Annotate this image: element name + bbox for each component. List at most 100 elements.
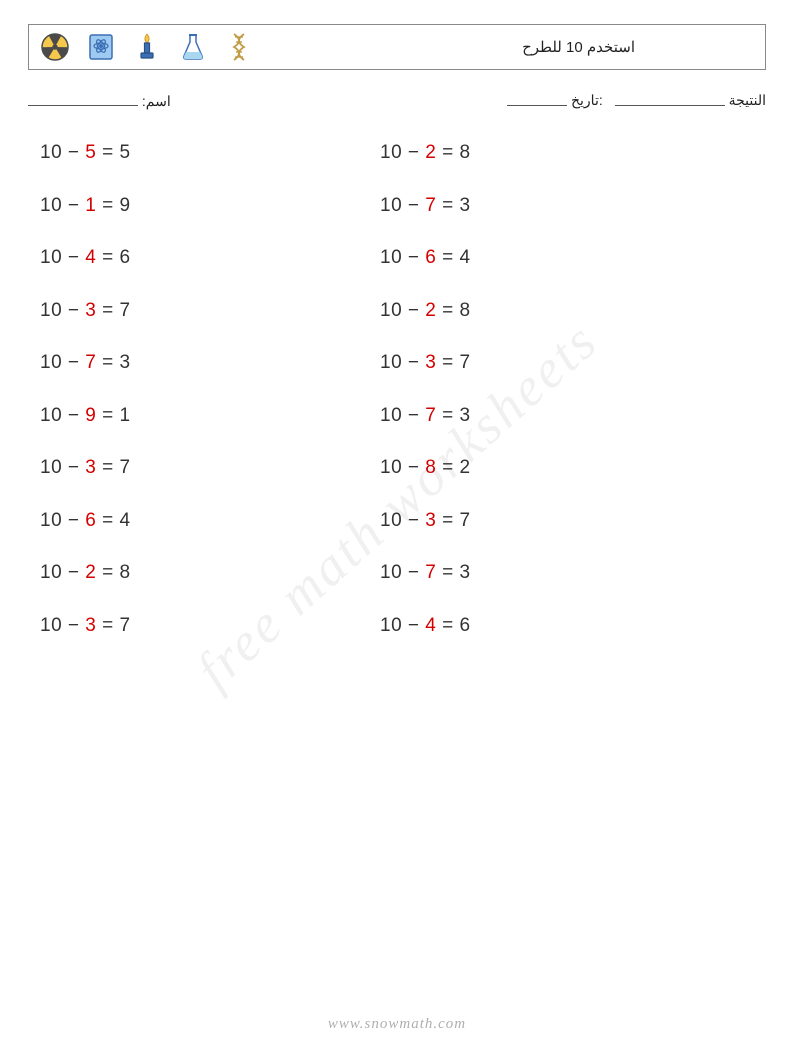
minuend: 10	[40, 457, 62, 478]
minuend: 10	[40, 247, 62, 268]
worksheet-title: استخدم 10 للطرح	[522, 38, 755, 56]
subtrahend: 6	[425, 247, 436, 268]
answer: 3	[460, 405, 471, 426]
minuend: 10	[380, 247, 402, 268]
minuend: 10	[380, 510, 402, 531]
problem-row: 10 − 8 = 2	[368, 457, 708, 479]
minuend: 10	[40, 405, 62, 426]
problem-row: 10 − 9 = 1	[28, 405, 368, 427]
minuend: 10	[380, 405, 402, 426]
score-blank	[615, 92, 725, 106]
score-label: النتيجة	[729, 92, 766, 110]
problem-row: 10 − 2 = 8	[368, 300, 708, 322]
name-blank	[28, 92, 138, 106]
problem-row: 10 − 2 = 8	[28, 562, 368, 584]
subtrahend: 8	[425, 457, 436, 478]
answer: 8	[120, 562, 131, 583]
minuend: 10	[40, 300, 62, 321]
score-date-field: النتيجة :تاريخ	[507, 92, 766, 110]
problem-row: 10 − 4 = 6	[368, 615, 708, 637]
problem-row: 10 − 3 = 7	[28, 300, 368, 322]
answer: 7	[120, 300, 131, 321]
subtrahend: 7	[85, 352, 96, 373]
answer: 5	[120, 142, 131, 163]
answer: 1	[120, 405, 131, 426]
minuend: 10	[380, 457, 402, 478]
header-box: استخدم 10 للطرح	[28, 24, 766, 70]
subtrahend: 4	[425, 615, 436, 636]
subtrahend: 3	[85, 457, 96, 478]
problem-row: 10 − 4 = 6	[28, 247, 368, 269]
footer-link: www.snowmath.com	[0, 1016, 794, 1033]
atom-book-icon	[85, 31, 117, 63]
flask-icon	[177, 31, 209, 63]
subtrahend: 2	[425, 142, 436, 163]
answer: 6	[120, 247, 131, 268]
subtrahend: 6	[85, 510, 96, 531]
answer: 3	[460, 195, 471, 216]
answer: 9	[120, 195, 131, 216]
answer: 3	[120, 352, 131, 373]
meta-row: اسم: النتيجة :تاريخ	[28, 92, 766, 110]
problem-row: 10 − 7 = 3	[368, 562, 708, 584]
name-label: اسم:	[142, 93, 171, 109]
subtrahend: 4	[85, 247, 96, 268]
answer: 8	[460, 300, 471, 321]
minuend: 10	[380, 615, 402, 636]
subtrahend: 9	[85, 405, 96, 426]
subtrahend: 2	[85, 562, 96, 583]
answer: 7	[120, 615, 131, 636]
problem-row: 10 − 2 = 8	[368, 142, 708, 164]
answer: 4	[120, 510, 131, 531]
answer: 7	[120, 457, 131, 478]
subtrahend: 2	[425, 300, 436, 321]
minuend: 10	[380, 352, 402, 373]
problem-row: 10 − 7 = 3	[28, 352, 368, 374]
subtrahend: 7	[425, 195, 436, 216]
problems-area: 10 − 5 = 5 10 − 1 = 9 10 − 4 = 6 10 − 3 = 7…	[28, 142, 766, 667]
answer: 7	[460, 352, 471, 373]
problem-row: 10 − 6 = 4	[368, 247, 708, 269]
subtrahend: 5	[85, 142, 96, 163]
problem-row: 10 − 3 = 7	[368, 510, 708, 532]
subtrahend: 3	[85, 615, 96, 636]
answer: 2	[460, 457, 471, 478]
subtrahend: 3	[425, 352, 436, 373]
subtrahend: 1	[85, 195, 96, 216]
minuend: 10	[40, 615, 62, 636]
minuend: 10	[40, 562, 62, 583]
problem-row: 10 − 6 = 4	[28, 510, 368, 532]
subtrahend: 7	[425, 562, 436, 583]
answer: 6	[460, 615, 471, 636]
header-icons	[39, 31, 255, 63]
minuend: 10	[380, 195, 402, 216]
problem-row: 10 − 7 = 3	[368, 195, 708, 217]
answer: 4	[460, 247, 471, 268]
problem-row: 10 − 3 = 7	[28, 457, 368, 479]
problem-row: 10 − 3 = 7	[368, 352, 708, 374]
minuend: 10	[380, 142, 402, 163]
problem-column: 10 − 5 = 5 10 − 1 = 9 10 − 4 = 6 10 − 3 = 7…	[28, 142, 368, 667]
dna-icon	[223, 31, 255, 63]
answer: 3	[460, 562, 471, 583]
subtrahend: 3	[425, 510, 436, 531]
minuend: 10	[40, 510, 62, 531]
problem-column: 10 − 2 = 8 10 − 7 = 3 10 − 6 = 4 10 − 2 = 8…	[368, 142, 708, 667]
minuend: 10	[40, 195, 62, 216]
problem-row: 10 − 5 = 5	[28, 142, 368, 164]
date-blank	[507, 92, 567, 106]
minuend: 10	[380, 300, 402, 321]
subtrahend: 3	[85, 300, 96, 321]
minuend: 10	[40, 142, 62, 163]
problem-row: 10 − 1 = 9	[28, 195, 368, 217]
subtrahend: 7	[425, 405, 436, 426]
radiation-icon	[39, 31, 71, 63]
answer: 7	[460, 510, 471, 531]
bunsen-burner-icon	[131, 31, 163, 63]
name-field: اسم:	[28, 92, 171, 110]
minuend: 10	[40, 352, 62, 373]
problem-row: 10 − 7 = 3	[368, 405, 708, 427]
date-label: :تاريخ	[571, 92, 603, 110]
answer: 8	[460, 142, 471, 163]
minuend: 10	[380, 562, 402, 583]
